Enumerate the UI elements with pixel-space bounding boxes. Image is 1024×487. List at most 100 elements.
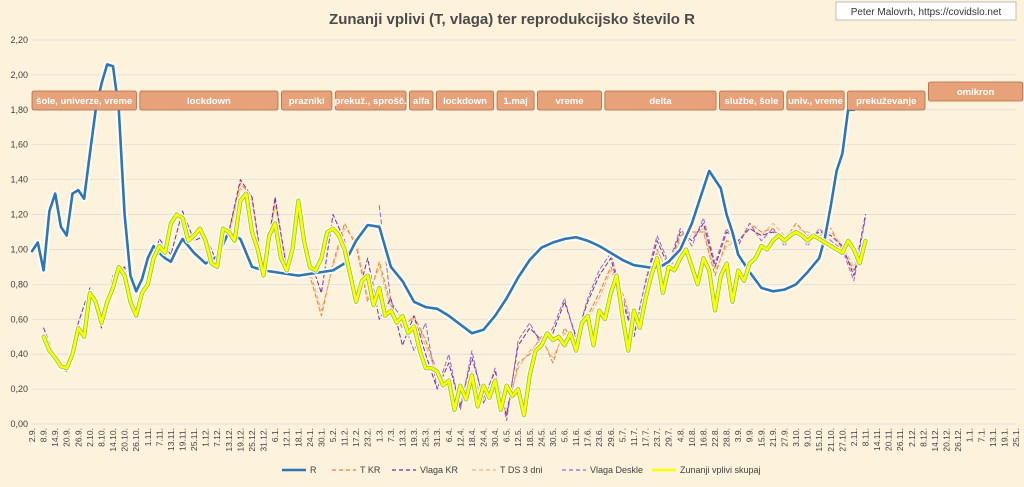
x-tick-label: 20.10. [120,428,130,452]
x-tick-label: 18.1. [293,428,303,447]
x-tick-label: 6.5. [502,428,512,442]
x-tick-label: 6.4. [444,428,454,442]
legend-label: Vlaga Deskle [590,465,643,475]
x-tick-label: 30.5. [548,428,558,447]
series-line-t-ds-3-dni [216,187,866,411]
x-tick-label: 14.9. [50,428,60,447]
y-tick-label: 0,40 [10,349,28,359]
period-label: šole, univerze, vreme [31,90,137,111]
x-tick-label: 18.4. [467,428,477,447]
x-tick-label: 3.9. [733,428,743,442]
x-tick-label: 11.6. [571,428,581,446]
x-tick-label: 27.9. [779,428,789,447]
period-text: prazniki [289,96,325,107]
x-tick-label: 20.11. [884,428,894,451]
period-text: omikron [957,87,995,98]
x-tick-label: 7.11. [154,428,164,446]
x-tick-label: 11.2. [340,428,350,446]
x-tick-label: 1.11. [143,428,153,446]
x-tick-label: 23.6. [594,428,604,447]
x-tick-label: 18.5. [525,428,535,447]
x-tick-label: 6.1. [270,428,280,442]
legend-item: Vlaga KR [392,465,459,475]
period-label: lockdown [435,90,495,111]
x-tick-label: 14.12. [930,428,940,452]
x-tick-label: 7.12. [212,428,222,447]
period-text: lockdown [187,96,231,107]
x-tick-label: 14.10. [108,428,118,452]
x-tick-label: 13.12. [224,428,234,452]
period-box [847,90,926,111]
y-axis: 0,00 0,20 0,40 0,60 0,80 1,00 1,20 1,40 1,60 1,80… [10,35,28,429]
legend-item: R [282,465,317,475]
period-label: prekuževanje [847,90,926,111]
x-tick-label: 24.5. [536,428,546,447]
x-axis: 2.9. 8.9. 14.9. 20.9. 26.9. 2.10. 8.10. 14.10. 2… [27,428,1021,452]
x-tick-label: 12.4. [455,428,465,447]
y-tick-label: 0,20 [10,384,28,394]
period-box [139,90,279,111]
period-text: 1.maj [503,96,527,107]
x-tick-label: 30.4. [490,428,500,447]
x-tick-label: 19.3. [409,428,419,447]
legend-item: T KR [332,465,381,475]
x-tick-label: 3.10. [791,428,801,447]
period-box [435,90,495,111]
y-tick-label: 0,00 [10,419,28,429]
legend: R T KR Vlaga KR T DS 3 dni Vlaga Deskle Zunan… [282,465,761,475]
y-tick-label: 1,20 [10,210,28,220]
x-tick-label: 7.3. [386,428,396,442]
plot-area [28,61,869,421]
legend-item: T DS 3 dni [472,465,542,475]
x-tick-label: 20.9. [62,428,72,447]
x-tick-label: 2.12. [907,428,917,447]
legend-label: R [310,465,317,475]
credit-text: Peter Malovrh, https://covidslo.net [851,7,1002,18]
series-glow [40,190,869,419]
x-tick-label: 2.11. [849,428,859,446]
period-box [604,90,717,111]
period-text: prekuž., sprošč. [334,96,406,107]
x-tick-label: 24.1. [305,428,315,447]
period-box [280,90,333,111]
x-tick-label: 4.8. [675,428,685,442]
period-text: alfa [413,96,430,107]
credit-box: Peter Malovrh, https://covidslo.net [835,1,1017,21]
x-tick-label: 5.6. [560,428,570,442]
x-tick-label: 28.8. [722,428,732,447]
x-tick-label: 21.10. [826,428,836,452]
x-tick-label: 19.12. [235,428,245,452]
period-label: prazniki [280,90,333,111]
x-tick-label: 21.9. [768,428,778,447]
x-tick-label: 31.12. [259,428,269,452]
period-text: vreme [555,96,583,107]
x-tick-label: 23.7. [652,428,662,447]
x-tick-label: 7.1. [976,428,986,442]
x-tick-label: 25.1. [1011,428,1021,447]
x-tick-label: 10.8. [687,428,697,447]
x-tick-label: 25.11. [189,428,199,451]
period-text: šole, univerze, vreme [36,96,132,107]
period-box [927,81,1024,102]
period-label: službe, šole [719,90,784,111]
x-tick-label: 30.1. [316,428,326,447]
x-tick-label: 25.3. [421,428,431,447]
period-label: alfa [409,90,434,111]
y-tick-label: 1,00 [10,244,28,254]
x-tick-label: 14.11. [872,428,882,451]
x-tick-label: 2.9. [27,428,37,442]
y-tick-label: 1,60 [10,140,28,150]
y-tick-label: 1,40 [10,175,28,185]
x-tick-label: 19.1. [999,428,1009,447]
x-tick-label: 11.7. [629,428,639,446]
x-tick-label: 1.3. [374,428,384,442]
x-tick-label: 20.12. [942,428,952,452]
period-text: univ., vreme [788,96,843,107]
x-tick-label: 25.12. [247,428,257,452]
y-tick-label: 1,80 [10,105,28,115]
series-line-zunanji-vplivi-skupaj [42,192,867,417]
legend-item: Zunanji vplivi skupaj [652,465,761,475]
x-tick-label: 8.11. [861,428,871,446]
legend-label: Zunanji vplivi skupaj [680,465,761,475]
